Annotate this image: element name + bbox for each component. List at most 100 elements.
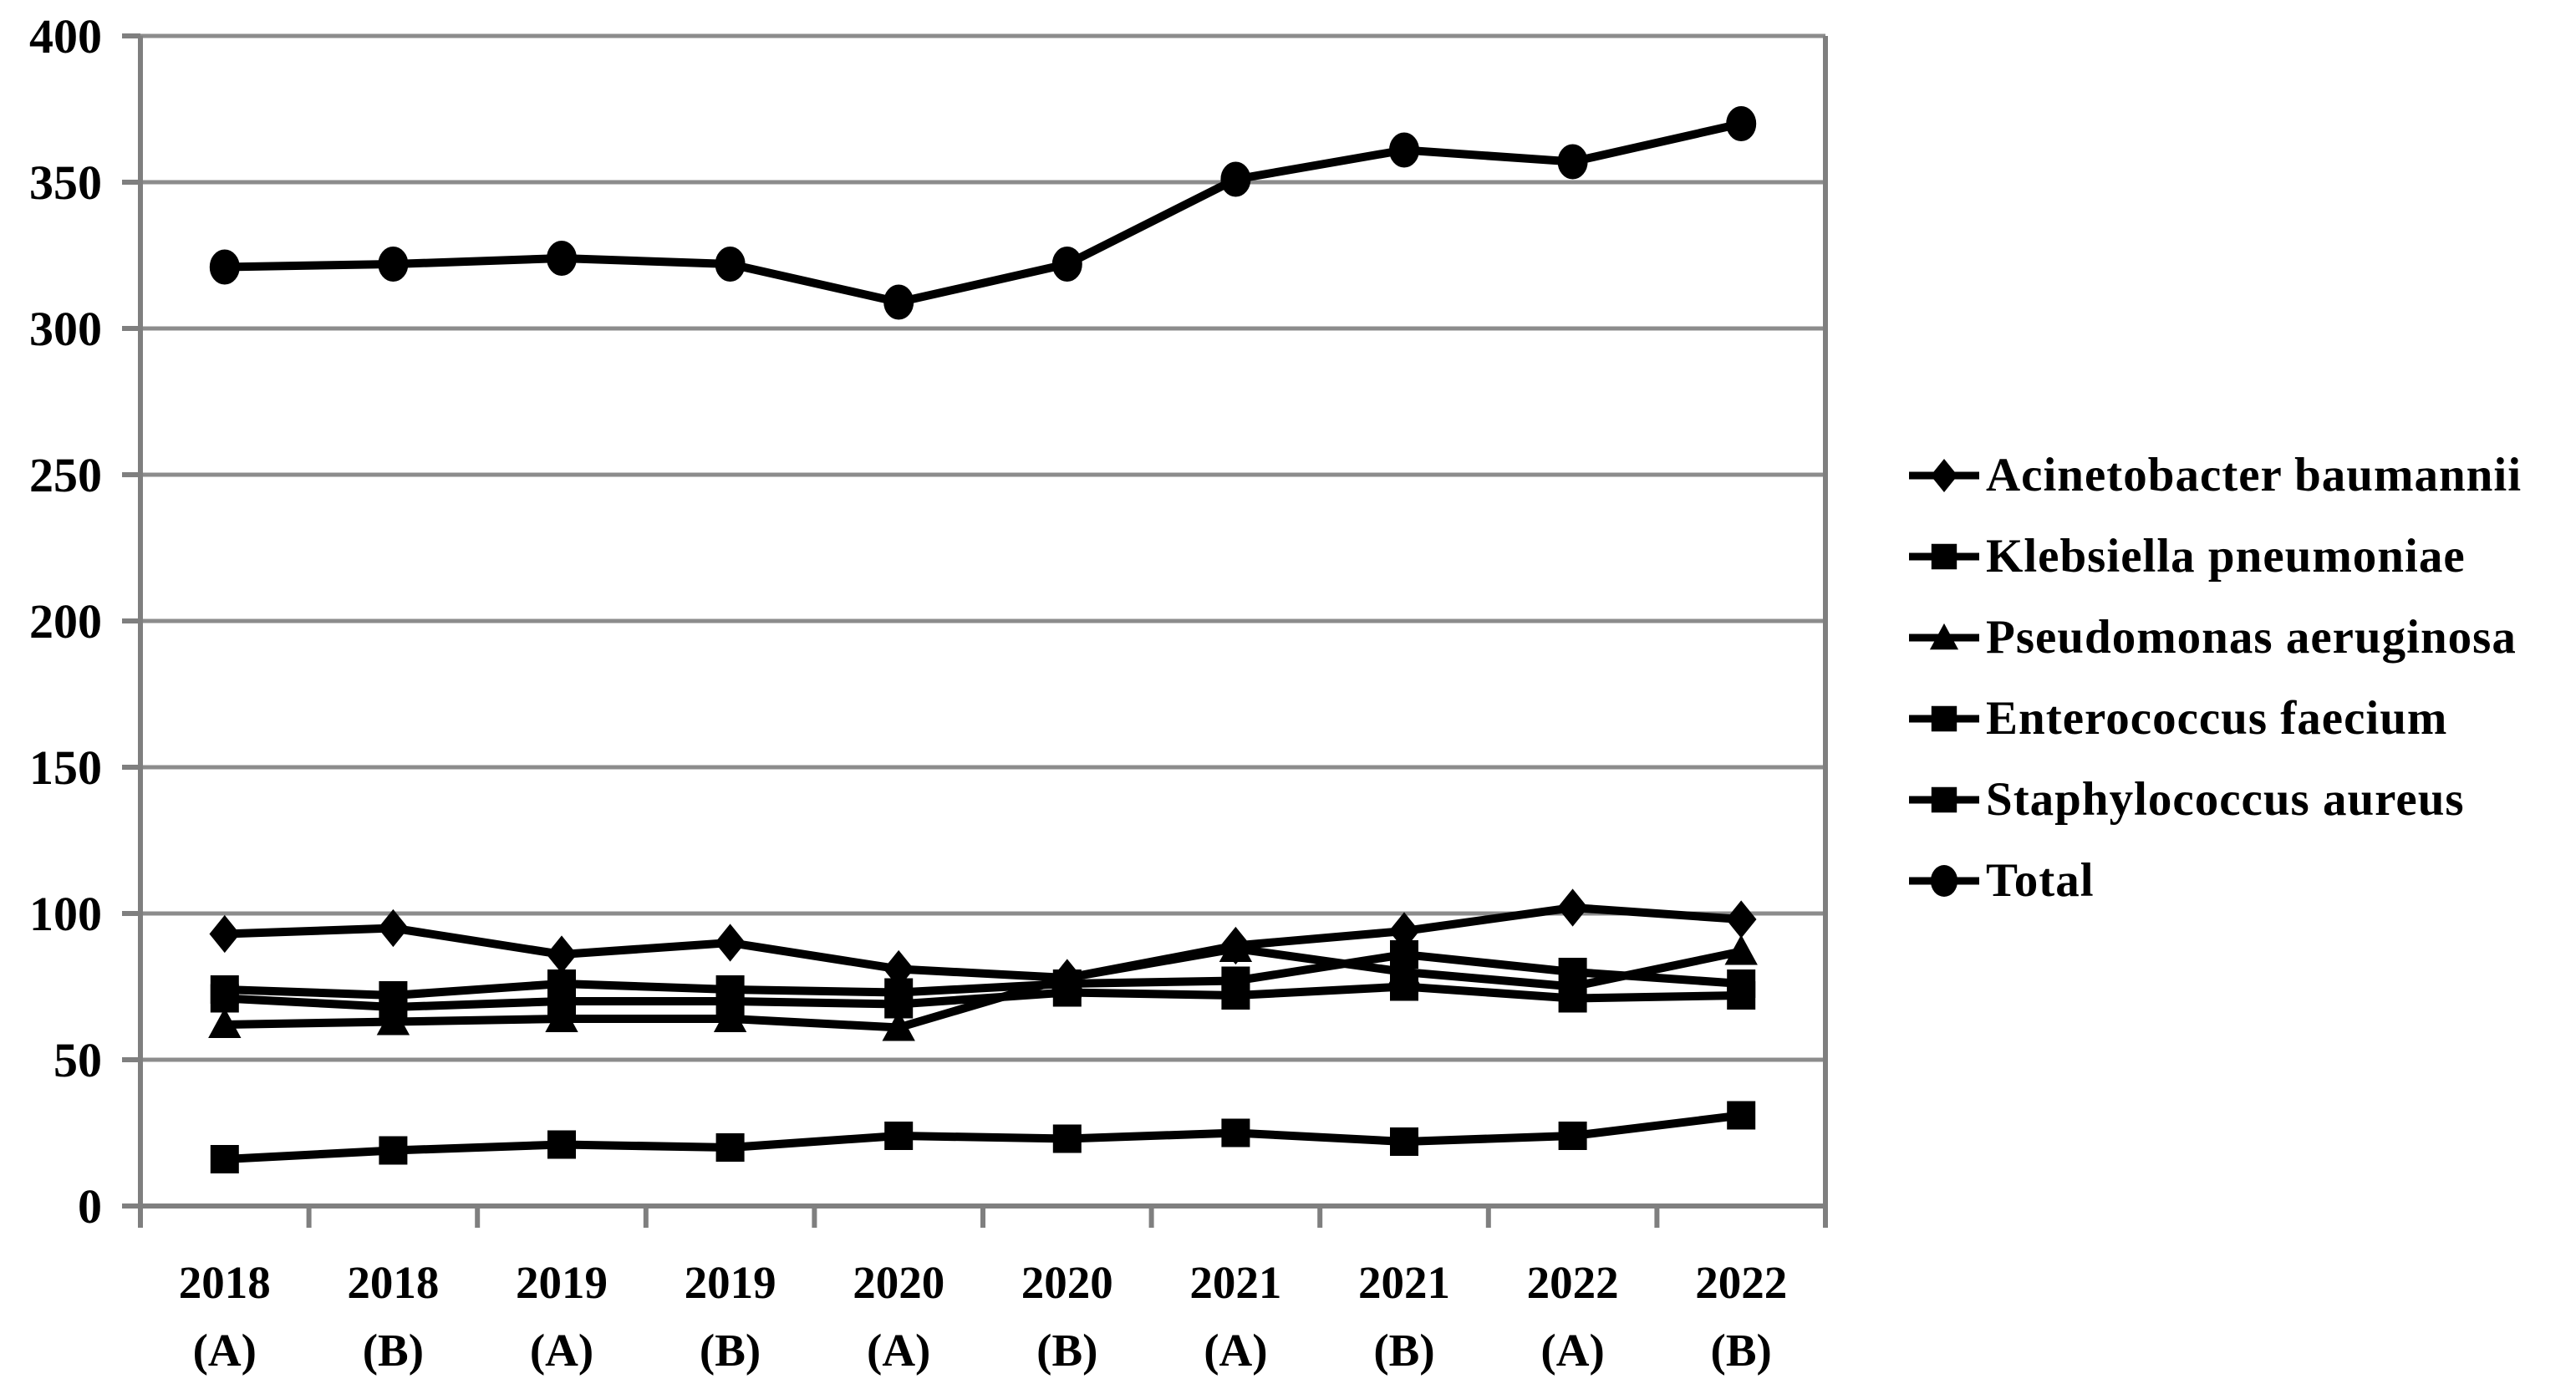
square-marker — [1052, 1124, 1082, 1153]
x-tick-label-year: 2022 — [1527, 1257, 1619, 1308]
square-marker-icon — [1909, 705, 1979, 731]
circle-marker — [546, 241, 578, 276]
chart-legend: Acinetobacter baumannii Klebsiella pneum… — [1907, 435, 2576, 921]
y-tick-label: 400 — [29, 9, 102, 64]
legend-label-klebsiella-pneumoniae: Klebsiella pneumoniae — [1986, 530, 2466, 583]
square-marker — [884, 990, 914, 1019]
diamond-marker — [546, 935, 578, 974]
triangle-marker — [1724, 934, 1758, 965]
square-marker — [379, 1136, 408, 1165]
triangle-marker-icon — [1909, 623, 1979, 649]
square-marker — [1558, 1122, 1587, 1150]
square-marker — [379, 993, 408, 1021]
square-marker — [1390, 1127, 1418, 1156]
square-marker — [1390, 940, 1418, 969]
square-marker — [1727, 981, 1756, 1010]
y-axis-tick-labels: 400 350 300 250 200 150 100 50 0 — [29, 9, 102, 1234]
square-marker — [884, 1122, 914, 1150]
series-enterococcus-faecium — [210, 972, 1756, 1021]
triangle-marker — [882, 1010, 915, 1041]
series-staphylococcus-aureus — [210, 1101, 1756, 1173]
x-tick-label-semester: (A) — [530, 1325, 593, 1376]
triangle-marker — [545, 1001, 578, 1032]
square-marker — [1052, 978, 1082, 1007]
square-marker — [1390, 972, 1418, 1001]
x-tick-label-year: 2020 — [853, 1257, 944, 1308]
x-tick-label-semester: (B) — [700, 1325, 761, 1376]
circle-marker — [1726, 106, 1757, 141]
square-marker — [715, 1133, 745, 1162]
x-tick-label-semester: (B) — [363, 1325, 424, 1376]
series-line-pseudomonas-aeruginosa — [224, 944, 1743, 1032]
legend-label-acinetobacter-baumannii: Acinetobacter baumannii — [1986, 449, 2523, 501]
axis-lines — [122, 33, 1828, 1228]
y-tick-label: 300 — [29, 302, 102, 356]
triangle-marker — [713, 1001, 747, 1032]
diamond-marker-icon — [1909, 458, 1979, 492]
y-tick-label: 150 — [29, 740, 102, 795]
legend-label-total: Total — [1986, 854, 2095, 907]
series-acinetobacter-baumannii — [209, 888, 1757, 997]
x-tick-label-year: 2020 — [1021, 1257, 1113, 1308]
circle-marker — [209, 249, 240, 285]
circle-marker — [1557, 144, 1588, 180]
x-tick-label-semester: (A) — [193, 1325, 257, 1376]
legend-item-pseudomonas-aeruginosa: Pseudomonas aeruginosa — [1907, 597, 2576, 678]
x-tick-label-semester: (A) — [1540, 1325, 1604, 1376]
diamond-marker — [378, 908, 409, 948]
legend-item-klebsiella-pneumoniae: Klebsiella pneumoniae — [1907, 516, 2576, 597]
series-line-klebsiella-pneumoniae — [224, 949, 1742, 1000]
x-tick-label-year: 2018 — [179, 1257, 271, 1308]
y-tick-label: 0 — [78, 1179, 102, 1234]
legend-item-total: Total — [1907, 840, 2576, 921]
series-line-enterococcus-faecium — [224, 982, 1742, 1012]
x-tick-label-semester: (B) — [1711, 1325, 1772, 1376]
gridlines — [140, 33, 1825, 1209]
square-marker — [1221, 1118, 1250, 1147]
square-marker-icon — [1909, 543, 1979, 569]
square-marker — [1727, 1101, 1756, 1130]
series-total — [209, 106, 1757, 320]
y-tick-label: 100 — [29, 887, 102, 941]
legend-item-acinetobacter-baumannii: Acinetobacter baumannii — [1907, 435, 2576, 516]
square-marker — [715, 987, 745, 1015]
x-tick-label-year: 2019 — [685, 1257, 776, 1308]
diamond-marker — [1557, 888, 1588, 927]
square-marker — [210, 984, 239, 1013]
circle-marker-icon — [1909, 864, 1979, 897]
square-marker — [547, 1130, 576, 1159]
circle-marker — [883, 284, 914, 320]
x-tick-label-semester: (A) — [867, 1325, 930, 1376]
legend-label-staphylococcus-aureus: Staphylococcus aureus — [1986, 773, 2465, 826]
x-tick-label-semester: (B) — [1373, 1325, 1434, 1376]
circle-marker — [1051, 247, 1082, 282]
square-marker — [210, 1145, 239, 1173]
legend-label-enterococcus-faecium: Enterococcus faecium — [1986, 692, 2448, 745]
y-tick-label: 350 — [29, 155, 102, 210]
series-line-total — [224, 120, 1743, 307]
x-tick-label-year: 2018 — [347, 1257, 439, 1308]
circle-marker — [1388, 132, 1420, 168]
x-tick-label-year: 2021 — [1189, 1257, 1281, 1308]
triangle-marker — [208, 1007, 242, 1038]
square-marker — [1558, 984, 1587, 1013]
circle-marker — [378, 247, 409, 282]
triangle-marker — [1219, 931, 1253, 962]
diamond-marker — [715, 924, 746, 962]
x-tick-label-year: 2021 — [1358, 1257, 1450, 1308]
y-tick-label: 250 — [29, 448, 102, 502]
x-tick-label-semester: (A) — [1204, 1325, 1267, 1376]
series-line-staphylococcus-aureus — [224, 1111, 1742, 1163]
square-marker — [1221, 981, 1250, 1010]
y-tick-label: 50 — [53, 1033, 102, 1087]
legend-item-enterococcus-faecium: Enterococcus faecium — [1907, 678, 2576, 759]
legend-label-pseudomonas-aeruginosa: Pseudomonas aeruginosa — [1986, 611, 2517, 664]
diamond-marker — [209, 914, 241, 954]
x-tick-label-year: 2019 — [516, 1257, 608, 1308]
square-marker — [547, 987, 576, 1015]
circle-marker — [1220, 161, 1251, 197]
series-line-acinetobacter-baumannii — [224, 903, 1742, 983]
legend-item-staphylococcus-aureus: Staphylococcus aureus — [1907, 759, 2576, 840]
